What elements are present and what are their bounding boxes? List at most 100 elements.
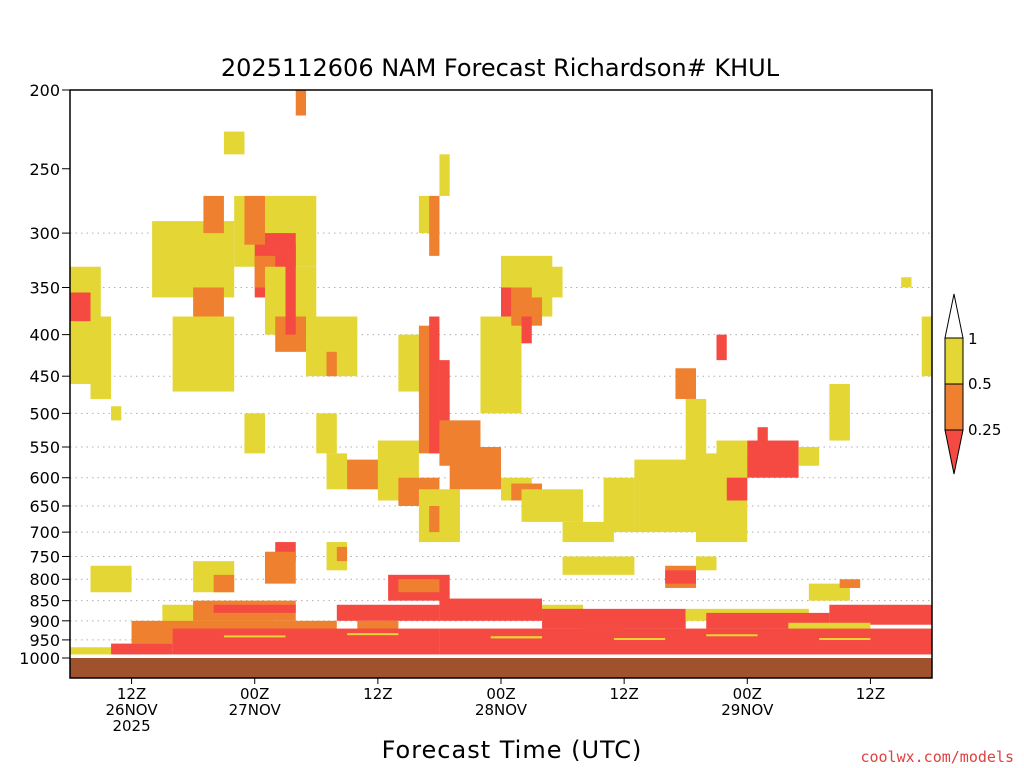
ri-cell-88 bbox=[829, 604, 932, 625]
x-tick-label-3-0: 00Z bbox=[486, 685, 515, 703]
x-axis-label: Forecast Time (UTC) bbox=[382, 736, 643, 764]
x-tick-label-0-0: 12Z bbox=[117, 685, 146, 703]
ri-cell-73 bbox=[695, 556, 717, 571]
colorbar-label-0: 1 bbox=[968, 330, 978, 348]
ri-cell-32 bbox=[439, 360, 450, 434]
ri-cell-70 bbox=[562, 556, 635, 575]
ri-cell-16 bbox=[295, 90, 307, 116]
ri-cell-78 bbox=[213, 604, 296, 613]
ri-cell-41 bbox=[531, 266, 563, 298]
ri-cell-69 bbox=[398, 579, 440, 593]
ri-cell-39 bbox=[501, 287, 512, 317]
ri-cell-91 bbox=[439, 628, 932, 655]
ri-cell-52 bbox=[716, 440, 748, 478]
ri-cell-54 bbox=[726, 477, 748, 501]
ri-cell-94 bbox=[223, 635, 286, 638]
ri-cell-84 bbox=[542, 608, 686, 629]
y-tick-label-300: 300 bbox=[29, 224, 60, 243]
y-axis: 200 250 300 350 400 450 500 550 600 650 700 750 800 8… bbox=[19, 81, 70, 668]
ri-cell-45 bbox=[562, 521, 614, 543]
ri-cell-99 bbox=[819, 638, 871, 641]
y-tick-label-650: 650 bbox=[29, 497, 60, 516]
ri-cell-18 bbox=[326, 351, 337, 377]
ri-cell-80 bbox=[336, 604, 440, 621]
x-tick-label-6-0: 12Z bbox=[856, 685, 885, 703]
ri-cell-19 bbox=[244, 413, 265, 454]
ri-cell-6 bbox=[172, 316, 235, 392]
ri-cell-58 bbox=[829, 383, 850, 441]
ri-cell-30 bbox=[429, 195, 440, 256]
ri-cell-90 bbox=[172, 628, 440, 655]
ri-cell-4 bbox=[152, 221, 235, 298]
ri-cell-67 bbox=[336, 546, 348, 562]
ri-cell-50 bbox=[685, 398, 707, 466]
ri-cell-63 bbox=[213, 574, 235, 593]
y-tick-label-200: 200 bbox=[29, 81, 60, 100]
ri-cell-89 bbox=[788, 622, 871, 633]
ri-cell-97 bbox=[613, 638, 666, 641]
ri-cell-35 bbox=[449, 447, 501, 490]
x-tick-label-3-1: 28NOV bbox=[475, 701, 528, 719]
y-tick-label-350: 350 bbox=[29, 278, 60, 297]
x-tick-label-4-0: 12Z bbox=[609, 685, 638, 703]
y-tick-label-600: 600 bbox=[29, 469, 60, 488]
y-tick-label-1000: 1000 bbox=[19, 649, 60, 668]
y-tick-label-700: 700 bbox=[29, 523, 60, 542]
ri-cell-74 bbox=[808, 583, 850, 601]
colorbar-label-2: 0.25 bbox=[968, 421, 1001, 439]
y-tick-label-400: 400 bbox=[29, 326, 60, 345]
ri-cell-11 bbox=[244, 195, 265, 245]
colorbar-label-1: 0.5 bbox=[968, 375, 992, 393]
ri-cell-3 bbox=[111, 406, 122, 421]
ri-cell-53 bbox=[716, 334, 727, 361]
x-tick-label-1-0: 00Z bbox=[240, 685, 269, 703]
ri-cell-26 bbox=[429, 505, 440, 533]
ground bbox=[70, 658, 932, 678]
ri-cell-98 bbox=[706, 634, 758, 637]
ri-cell-2 bbox=[90, 316, 112, 399]
y-tick-label-500: 500 bbox=[29, 404, 60, 423]
ground-layer bbox=[70, 658, 932, 678]
ri-cell-46 bbox=[603, 477, 635, 533]
colorbar-band-yellow bbox=[944, 337, 964, 385]
ri-cell-7 bbox=[203, 195, 224, 234]
heatmap-cells bbox=[70, 90, 932, 655]
ri-cell-49 bbox=[675, 368, 696, 399]
x-tick-label-5-1: 29NOV bbox=[721, 701, 774, 719]
ri-cell-21 bbox=[326, 453, 348, 490]
ri-cell-72 bbox=[665, 570, 696, 584]
ri-cell-33 bbox=[439, 154, 450, 196]
ri-cell-75 bbox=[839, 579, 861, 588]
x-tick-label-2-0: 12Z bbox=[363, 685, 392, 703]
x-tick-label-0-1: 26NOV bbox=[106, 701, 159, 719]
ri-cell-82 bbox=[439, 598, 543, 621]
ri-cell-20 bbox=[316, 413, 337, 454]
credit-text: coolwx.com/models bbox=[860, 748, 1014, 766]
ri-cell-65 bbox=[264, 551, 296, 584]
x-tick-label-5-0: 00Z bbox=[733, 685, 762, 703]
ri-cell-8 bbox=[223, 131, 245, 155]
ri-cell-61 bbox=[90, 565, 132, 593]
ri-cell-59 bbox=[901, 277, 912, 288]
ri-cell-81 bbox=[357, 620, 399, 633]
y-tick-label-900: 900 bbox=[29, 612, 60, 631]
ri-cell-27 bbox=[398, 334, 419, 392]
colorbar-bottom-arrow bbox=[944, 429, 964, 475]
colorbar-band-orange bbox=[944, 383, 964, 431]
x-tick-label-0-2: 2025 bbox=[112, 717, 150, 735]
y-tick-label-450: 450 bbox=[29, 367, 60, 386]
ri-cell-92 bbox=[111, 643, 173, 655]
ri-cell-40 bbox=[521, 316, 532, 344]
ri-cell-60 bbox=[921, 316, 932, 377]
ri-cell-36 bbox=[480, 316, 522, 414]
x-tick-label-1-1: 27NOV bbox=[229, 701, 282, 719]
ri-cell-15 bbox=[285, 244, 296, 335]
ri-cell-93 bbox=[70, 647, 112, 655]
ri-cell-57 bbox=[798, 447, 820, 466]
y-tick-label-250: 250 bbox=[29, 160, 60, 179]
colorbar-legend: 1 0.5 0.25 bbox=[944, 293, 1001, 475]
y-tick-label-800: 800 bbox=[29, 570, 60, 589]
y-tick-label-550: 550 bbox=[29, 438, 60, 457]
